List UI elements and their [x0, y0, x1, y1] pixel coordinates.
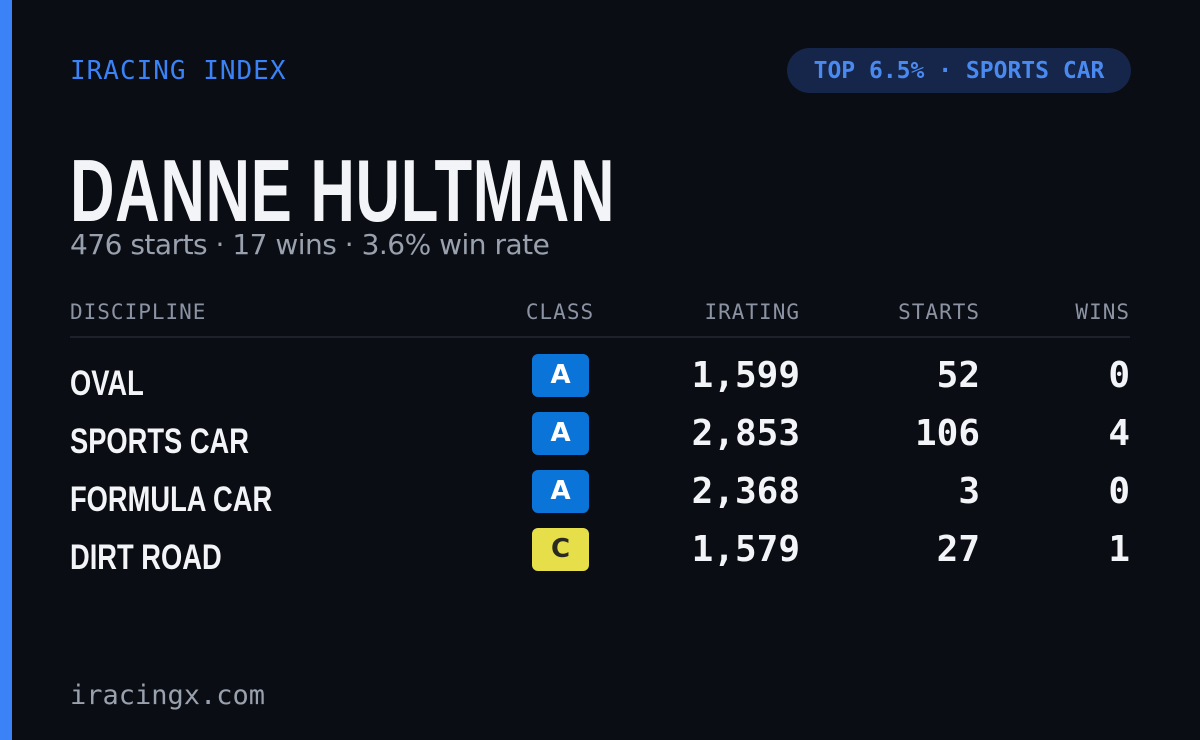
accent-stripe — [0, 0, 12, 740]
starts: 3 — [958, 471, 980, 512]
discipline: FORMULA CAR — [70, 480, 273, 519]
starts: 52 — [936, 355, 980, 396]
wins: 1 — [1108, 529, 1130, 570]
rank-badge: TOP 6.5% · SPORTS CAR — [787, 48, 1131, 93]
irating: 2,368 — [691, 471, 800, 512]
column-header: STARTS — [898, 300, 980, 324]
class-badge: A — [532, 354, 589, 397]
wins: 0 — [1108, 471, 1130, 512]
driver-name: DANNE HULTMAN — [70, 141, 616, 240]
wins: 4 — [1108, 413, 1130, 454]
wins: 0 — [1108, 355, 1130, 396]
driver-summary: 476 starts · 17 wins · 3.6% win rate — [70, 228, 550, 261]
brand: IRACING INDEX — [70, 56, 287, 86]
discipline: SPORTS CAR — [70, 422, 249, 461]
starts: 106 — [914, 413, 980, 454]
irating: 1,599 — [691, 355, 800, 396]
column-header: CLASS — [525, 300, 595, 324]
class-badge: C — [532, 528, 589, 571]
irating: 1,579 — [691, 529, 800, 570]
class-badge: A — [532, 412, 589, 455]
discipline: OVAL — [70, 364, 144, 403]
column-header: DISCIPLINE — [70, 300, 207, 324]
class-badge: A — [532, 470, 589, 513]
column-header: WINS — [1075, 300, 1130, 324]
header-rule — [70, 336, 1130, 338]
footer-site: iracingx.com — [70, 680, 266, 711]
discipline: DIRT ROAD — [70, 538, 222, 577]
starts: 27 — [936, 529, 980, 570]
column-header: IRATING — [704, 300, 800, 324]
irating: 2,853 — [691, 413, 800, 454]
